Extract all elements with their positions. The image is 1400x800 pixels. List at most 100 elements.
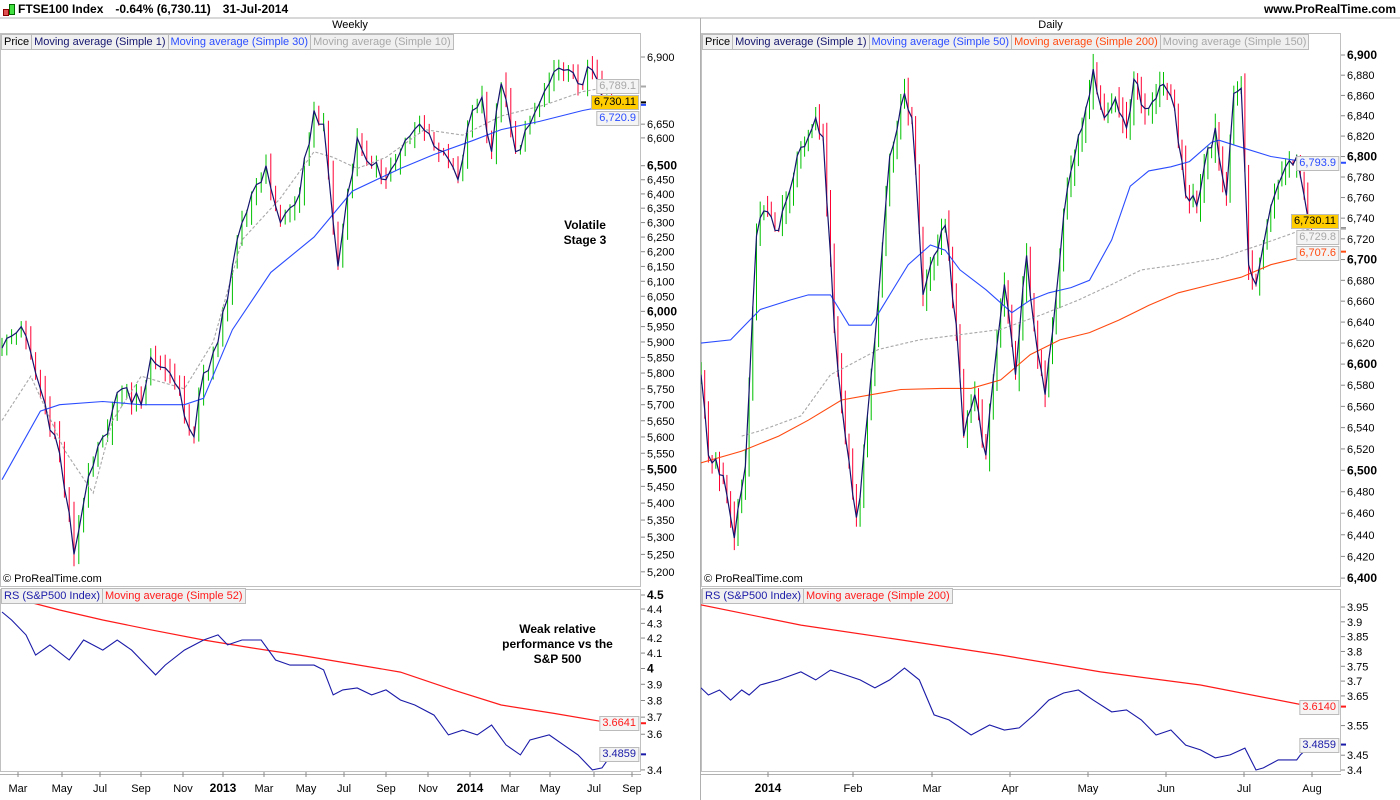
weekly-panel-title: Weekly <box>332 19 368 31</box>
legend-ma50[interactable]: Moving average (Simple 50) <box>870 35 1013 49</box>
y-tick-label: 6,820 <box>1347 131 1375 143</box>
plot-frame <box>0 33 641 587</box>
y-tick-label: 4 <box>647 661 654 675</box>
y-tick-label: 6,400 <box>647 189 675 201</box>
legend-rs[interactable]: RS (S&P500 Index) <box>703 589 804 603</box>
x-tick-label: May <box>296 783 317 795</box>
y-tick-label: 6,660 <box>1347 296 1375 308</box>
weekly-copyright: © ProRealTime.com <box>3 573 102 585</box>
y-tick-label: 5,550 <box>647 448 675 460</box>
y-tick-label: 6,460 <box>1347 508 1375 520</box>
last-value-badge: 6,730.11 <box>590 95 639 110</box>
y-tick-label: 3.55 <box>1347 721 1368 733</box>
plot-frame <box>701 589 1341 772</box>
y-tick-label: 5,750 <box>647 384 675 396</box>
plot-area <box>1 56 613 567</box>
daily-price-legend: Price Moving average (Simple 1) Moving a… <box>702 34 1310 50</box>
legend-ma10[interactable]: Moving average (Simple 10) <box>313 36 451 48</box>
y-tick-label: 6,580 <box>1347 380 1375 392</box>
y-tick-label: 6,480 <box>1347 487 1375 499</box>
rs-line <box>701 667 1312 771</box>
x-tick-label: May <box>52 783 73 795</box>
x-tick-label: Nov <box>173 783 193 795</box>
y-tick-label: 3.4 <box>647 765 662 777</box>
y-tick-label: 6,860 <box>1347 90 1375 102</box>
y-tick-label: 6,700 <box>1347 253 1377 267</box>
legend-price[interactable]: Price <box>2 35 33 49</box>
header-bar: FTSE100 Index -0.64% (6,730.11) 31-Jul-2… <box>18 0 288 18</box>
ma200-line <box>701 251 1312 464</box>
rs-ma-line <box>21 599 612 724</box>
y-tick-label: 5,850 <box>647 352 675 364</box>
x-tick-label: 2013 <box>210 781 237 795</box>
y-tick-label: 6,200 <box>647 247 675 259</box>
last-value-badge: 6,789.1 <box>596 79 639 94</box>
legend-rs-ma52[interactable]: Moving average (Simple 52) <box>105 590 243 602</box>
y-tick-label: 5,650 <box>647 416 675 428</box>
price-ma1-line <box>1 65 613 555</box>
last-value-badge: 3.6641 <box>599 716 639 731</box>
last-value-badge: 6,707.6 <box>1296 246 1339 261</box>
y-tick-label: 6,900 <box>1347 48 1377 62</box>
last-value-badge: 3.6140 <box>1299 700 1339 715</box>
legend-rs[interactable]: RS (S&P500 Index) <box>2 589 103 603</box>
x-tick-label: Jul <box>337 783 351 795</box>
x-tick-label: Mar <box>9 783 28 795</box>
daily-rs-legend: RS (S&P500 Index) Moving average (Simple… <box>702 588 953 604</box>
y-tick-label: 5,250 <box>647 549 675 561</box>
plot-frame <box>0 589 641 772</box>
y-tick-label: 6,450 <box>647 175 675 187</box>
y-tick-label: 5,900 <box>647 337 675 349</box>
y-tick-label: 3.8 <box>647 696 662 708</box>
y-tick-label: 6,900 <box>647 52 675 64</box>
y-tick-label: 6,150 <box>647 261 675 273</box>
y-tick-label: 5,200 <box>647 567 675 579</box>
legend-rs-ma200[interactable]: Moving average (Simple 200) <box>806 590 950 602</box>
y-tick-label: 6,600 <box>647 133 675 145</box>
price-change: -0.64% (6,730.11) <box>115 2 211 16</box>
rs-ma-line <box>701 604 1312 708</box>
y-tick-label: 6,800 <box>1347 150 1377 164</box>
y-tick-label: 5,800 <box>647 368 675 380</box>
y-tick-label: 6,100 <box>647 276 675 288</box>
x-tick-label: Jul <box>587 783 601 795</box>
x-tick-label: 2014 <box>755 781 782 795</box>
y-tick-label: 5,700 <box>647 400 675 412</box>
quote-date: 31-Jul-2014 <box>222 2 289 16</box>
y-tick-label: 5,400 <box>647 498 675 510</box>
y-tick-label: 6,880 <box>1347 70 1375 82</box>
y-tick-label: 5,300 <box>647 532 675 544</box>
y-tick-label: 3.4 <box>1347 765 1362 777</box>
y-tick-label: 6,560 <box>1347 401 1375 413</box>
y-tick-label: 6,420 <box>1347 551 1375 563</box>
ma30-line <box>1 104 612 480</box>
x-tick-label: 2014 <box>457 781 484 795</box>
weekly-price-legend: Price Moving average (Simple 1) Moving a… <box>1 34 454 50</box>
daily-panel-title: Daily <box>1038 19 1063 31</box>
legend-ma150[interactable]: Moving average (Simple 150) <box>1162 36 1307 48</box>
y-tick-label: 4.4 <box>647 604 662 616</box>
ma50-line <box>701 139 1312 344</box>
legend-ma30[interactable]: Moving average (Simple 30) <box>169 35 312 49</box>
y-tick-label: 3.6 <box>647 729 662 741</box>
plot-area <box>1 599 613 771</box>
legend-ma200[interactable]: Moving average (Simple 200) <box>1012 35 1161 49</box>
y-tick-label: 3.7 <box>647 712 662 724</box>
legend-price[interactable]: Price <box>703 35 734 49</box>
legend-ma1[interactable]: Moving average (Simple 1) <box>32 35 169 49</box>
legend-ma1[interactable]: Moving average (Simple 1) <box>733 35 870 49</box>
y-tick-label: 6,400 <box>1347 571 1377 585</box>
y-tick-label: 6,350 <box>647 203 675 215</box>
site-link[interactable]: www.ProRealTime.com <box>1263 2 1396 16</box>
y-tick-label: 6,760 <box>1347 193 1375 205</box>
app-icon <box>3 4 15 16</box>
y-tick-label: 5,350 <box>647 515 675 527</box>
rs-line <box>1 611 613 771</box>
last-value-badge: 6,720.9 <box>596 111 639 126</box>
y-tick-label: 3.7 <box>1347 676 1362 688</box>
y-tick-label: 5,950 <box>647 322 675 334</box>
candle-up-icon <box>9 4 15 15</box>
y-tick-label: 6,000 <box>647 304 677 318</box>
last-value-badge: 3.4859 <box>1299 738 1339 753</box>
